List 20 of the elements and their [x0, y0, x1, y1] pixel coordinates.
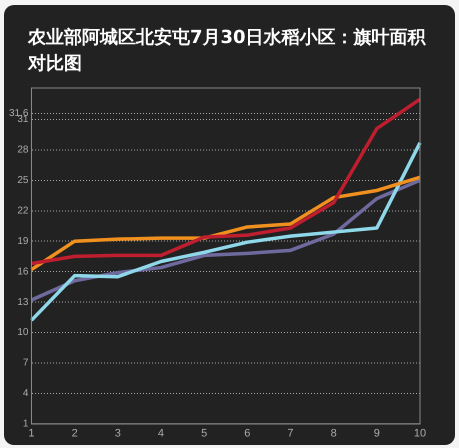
y-tick-label: 7: [22, 358, 29, 369]
x-tick-label: 2: [72, 427, 78, 440]
y-tick-label: 1: [22, 418, 29, 430]
y-tick-label: 16: [17, 266, 29, 278]
x-tick-label: 5: [201, 427, 208, 440]
x-tick-label: 3: [114, 427, 121, 440]
x-tick-label: 10: [414, 427, 426, 440]
x-tick-label: 6: [244, 427, 250, 440]
y-tick-label: 28: [17, 144, 29, 156]
y-tick-label: 25: [17, 175, 29, 186]
x-tick-label: 8: [330, 427, 337, 440]
x-tick-label: 4: [158, 427, 164, 440]
y-tick-label: 13: [17, 296, 29, 308]
y-tick-label: 22: [17, 206, 29, 217]
y-tick-label: 19: [17, 236, 29, 247]
y-tick-label: 10: [17, 327, 29, 338]
chart-title: 农业部阿城区北安屯7月30日水稻小区：旗叶面积对比图: [26, 26, 427, 76]
x-tick-label: 9: [374, 427, 380, 440]
x-tick-label: 7: [287, 427, 294, 440]
y-tick-label: 4: [22, 388, 29, 400]
